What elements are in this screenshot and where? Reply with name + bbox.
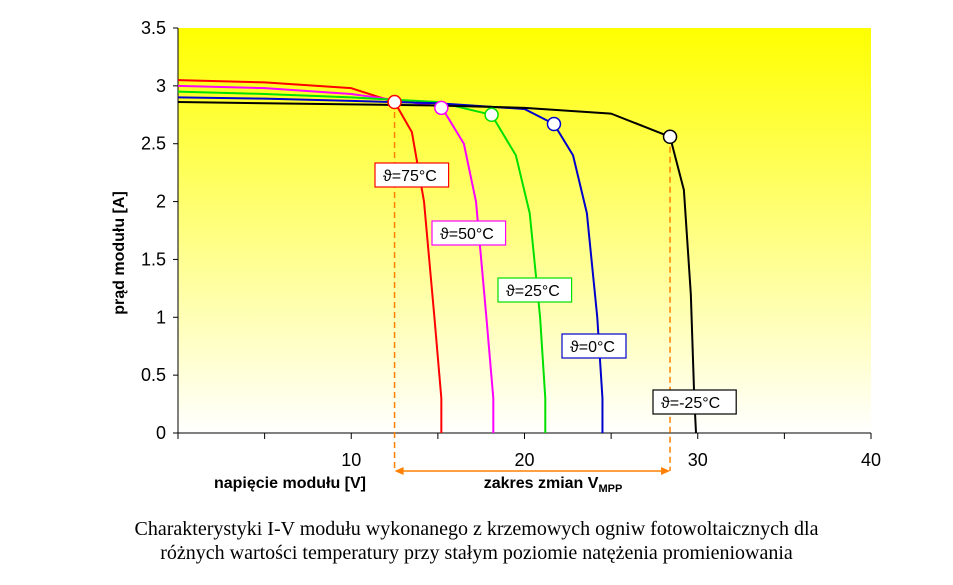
mpp-range-arrowhead-left xyxy=(394,467,404,475)
series-label-layer: ϑ=75°C ϑ=50°C ϑ=25°C ϑ=0°C ϑ=-25°C xyxy=(374,162,737,415)
series-label-box: ϑ=25°C xyxy=(497,277,573,303)
caption-line-1: Charakterystyki I-V modułu wykonanego z … xyxy=(134,518,819,540)
x-tick-label: 20 xyxy=(514,450,534,470)
series-label: ϑ=-25°C xyxy=(661,395,720,412)
x-tick-label: 30 xyxy=(688,450,708,470)
series-label: ϑ=50°C xyxy=(440,226,494,243)
mpp-point-marker xyxy=(434,100,449,116)
x-tick-label: 10 xyxy=(341,450,361,470)
series-label-frame xyxy=(497,277,573,303)
mpp-range-label-main: zakres zmian V xyxy=(484,475,599,492)
mpp-point-marker xyxy=(662,129,678,145)
series-line xyxy=(178,79,443,433)
series-line xyxy=(178,90,547,433)
series-label: ϑ=25°C xyxy=(506,283,560,300)
mpp-range-arrowhead-right xyxy=(661,467,671,475)
y-tick-label: 0.5 xyxy=(141,365,166,385)
annotation-layer xyxy=(387,94,678,475)
series-label-box: ϑ=-25°C xyxy=(652,389,737,415)
series-label-frame xyxy=(652,389,737,415)
y-tick-label: 2 xyxy=(156,192,166,212)
y-tick-label: 0 xyxy=(156,423,166,443)
series-label-box: ϑ=75°C xyxy=(374,162,450,188)
axes: 0 0.5 1 1.5 2 2.5 3 3.5 10 20 30 40 xyxy=(141,18,881,470)
series-label-frame xyxy=(431,220,507,246)
series-label: ϑ=0°C xyxy=(570,339,615,356)
mpp-point-marker xyxy=(546,116,562,132)
y-tick-label: 1 xyxy=(156,307,166,327)
y-tick-label: 1.5 xyxy=(141,249,166,269)
caption-line-2: różnych wartości temperatury przy stałym… xyxy=(160,542,793,564)
mpp-range-label-sub: MPP xyxy=(598,483,622,495)
iv-chart: 0 0.5 1 1.5 2 2.5 3 3.5 10 20 30 40 ϑ=75°C ϑ=50°C ϑ=2… xyxy=(111,18,881,495)
x-tick-label: 40 xyxy=(861,450,881,470)
series-line xyxy=(178,84,495,433)
y-tick-label: 2.5 xyxy=(141,134,166,154)
y-axis-title: prąd modułu [A] xyxy=(111,191,128,315)
series-label-frame xyxy=(374,162,450,188)
figure-caption: Charakterystyki I-V modułu wykonanego z … xyxy=(0,517,953,565)
series-label-frame xyxy=(561,333,627,359)
y-tick-label: 3.5 xyxy=(141,18,166,38)
series-label-box: ϑ=50°C xyxy=(431,220,507,246)
y-tick-label: 3 xyxy=(156,76,166,96)
series-label: ϑ=75°C xyxy=(383,168,437,185)
mpp-range-label: zakres zmian VMPP xyxy=(484,475,623,495)
mpp-point-marker xyxy=(484,107,499,123)
x-axis-title: napięcie modułu [V] xyxy=(214,475,366,492)
mpp-point-marker xyxy=(387,94,402,110)
series-label-box: ϑ=0°C xyxy=(561,333,627,359)
series-line xyxy=(178,101,698,433)
